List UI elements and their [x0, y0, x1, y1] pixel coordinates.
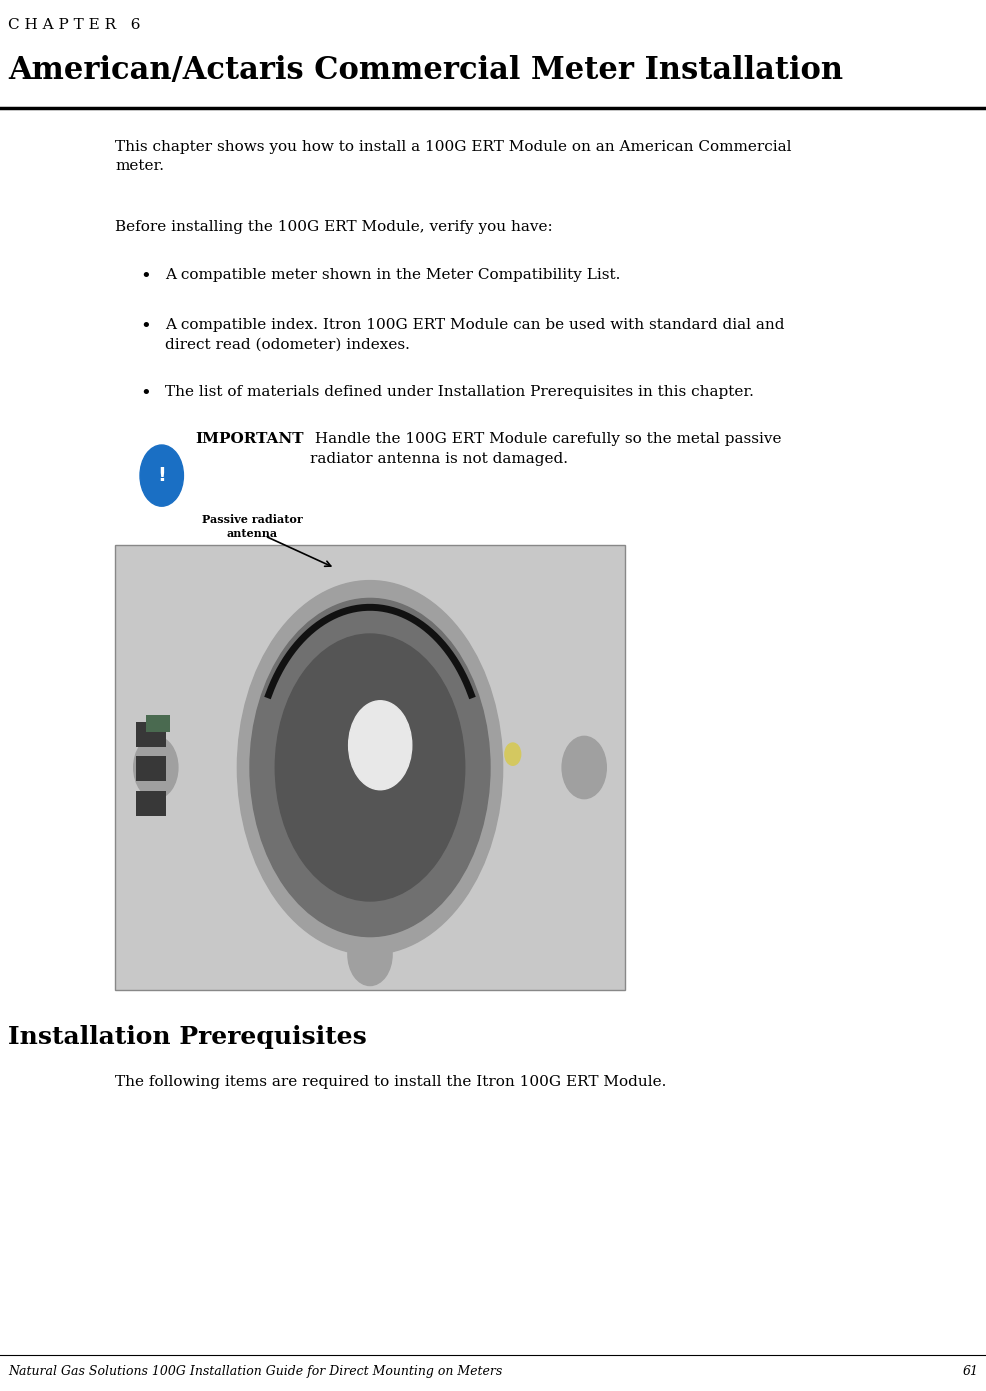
Text: !: !	[157, 466, 166, 485]
Circle shape	[275, 634, 464, 901]
Text: A compatible index. Itron 100G ERT Module can be used with standard dial and
dir: A compatible index. Itron 100G ERT Modul…	[165, 319, 784, 352]
Text: Installation Prerequisites: Installation Prerequisites	[8, 1025, 367, 1049]
Text: A compatible meter shown in the Meter Compatibility List.: A compatible meter shown in the Meter Co…	[165, 268, 620, 282]
FancyBboxPatch shape	[136, 757, 166, 782]
Text: Before installing the 100G ERT Module, verify you have:: Before installing the 100G ERT Module, v…	[115, 220, 552, 234]
Circle shape	[505, 743, 521, 765]
Text: The list of materials defined under Installation Prerequisites in this chapter.: The list of materials defined under Inst…	[165, 385, 753, 399]
Text: This chapter shows you how to install a 100G ERT Module on an American Commercia: This chapter shows you how to install a …	[115, 140, 791, 174]
Circle shape	[249, 598, 489, 936]
Text: The following items are required to install the Itron 100G ERT Module.: The following items are required to inst…	[115, 1075, 666, 1089]
Circle shape	[347, 924, 391, 986]
Text: •: •	[140, 319, 151, 337]
Text: 61: 61	[962, 1365, 978, 1378]
FancyBboxPatch shape	[115, 545, 624, 990]
Circle shape	[562, 736, 605, 798]
Text: American/Actaris Commercial Meter Installation: American/Actaris Commercial Meter Instal…	[8, 56, 842, 86]
Text: •: •	[140, 268, 151, 287]
FancyBboxPatch shape	[136, 791, 166, 817]
Text: Handle the 100G ERT Module carefully so the metal passive
radiator antenna is no: Handle the 100G ERT Module carefully so …	[310, 433, 781, 466]
Text: Passive radiator
antenna: Passive radiator antenna	[201, 515, 302, 538]
Circle shape	[133, 736, 177, 798]
Circle shape	[140, 445, 183, 506]
Circle shape	[238, 580, 502, 954]
FancyBboxPatch shape	[136, 722, 166, 747]
Text: IMPORTANT: IMPORTANT	[195, 433, 303, 447]
Text: Natural Gas Solutions 100G Installation Guide for Direct Mounting on Meters: Natural Gas Solutions 100G Installation …	[8, 1365, 502, 1378]
FancyBboxPatch shape	[146, 715, 171, 732]
Circle shape	[348, 701, 411, 790]
Text: •: •	[140, 385, 151, 403]
Text: C H A P T E R   6: C H A P T E R 6	[8, 18, 140, 32]
